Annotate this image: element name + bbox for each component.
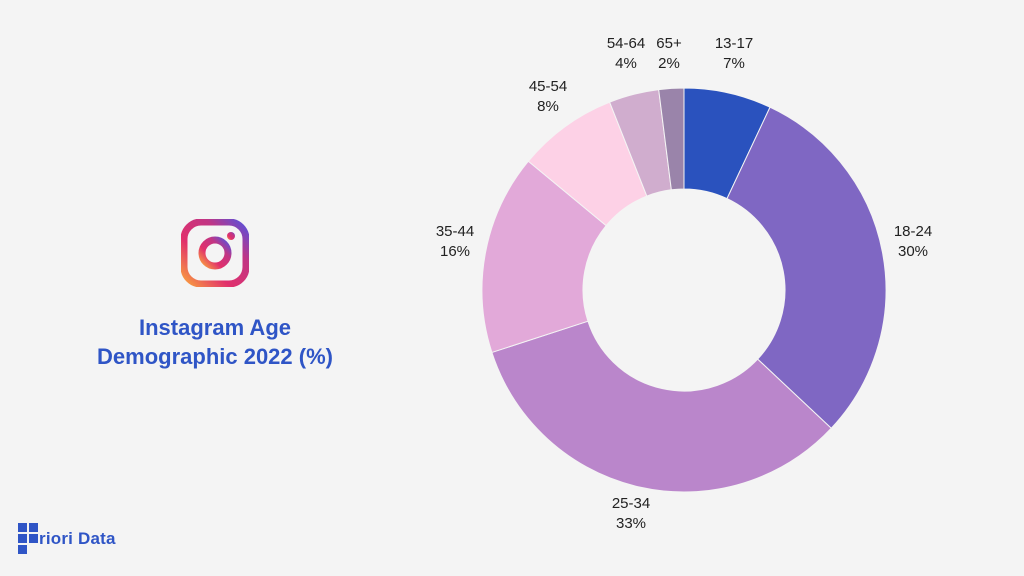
slice-35-44 [481,160,607,354]
slice-18-24 [726,106,887,429]
slice-value-label: 30% [898,243,928,260]
priori-data-logo-icon [18,523,38,554]
slice-65+ [658,87,685,191]
slice-category-label: 35-44 [436,223,474,240]
slice-value-label: 33% [616,515,646,532]
title-line-1: Instagram Age [138,315,291,340]
slice-value-label: 2% [658,55,680,72]
slice-value-label: 16% [440,243,470,260]
slice-category-label: 65+ [656,35,682,52]
slice-25-34 [491,320,832,493]
title-line-2: Demographic 2022 (%) [97,344,333,369]
slice-category-label: 25-34 [612,495,650,512]
slice-value-label: 7% [723,55,745,72]
slice-category-label: 13-17 [715,35,753,52]
slice-value-label: 4% [615,55,637,72]
brand: riori Data [18,523,116,555]
slice-value-label: 8% [537,98,559,115]
instagram-icon [180,218,250,288]
chart-title: Instagram Age Demographic 2022 (%) [70,313,360,371]
slice-category-label: 18-24 [894,223,932,240]
slice-category-label: 54-64 [607,35,645,52]
slice-category-label: 45-54 [529,78,567,95]
brand-text: riori Data [39,529,116,548]
